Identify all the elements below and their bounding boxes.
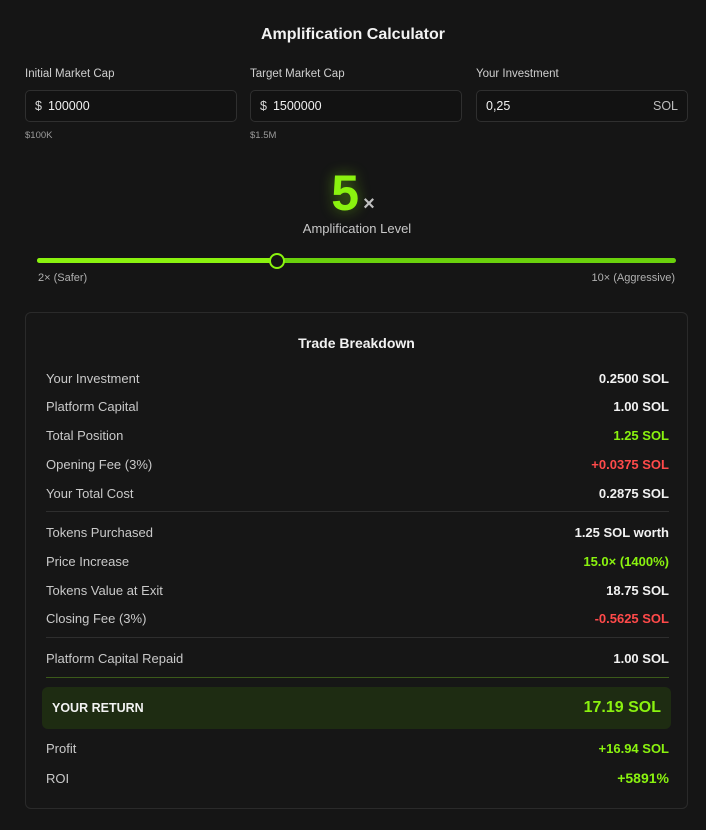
row-value: 18.75 SOL <box>606 582 669 598</box>
sol-suffix: SOL <box>652 99 678 113</box>
your-return-label: YOUR RETURN <box>52 701 144 715</box>
row-label: Price Increase <box>46 553 130 569</box>
row-label: Your Total Cost <box>46 485 134 501</box>
investment-label: Your Investment <box>476 68 559 80</box>
row-value: 1.25 SOL worth <box>574 524 669 540</box>
row-value: 0.2500 SOL <box>598 370 669 386</box>
target-market-cap-value[interactable]: 1500000 <box>272 99 322 113</box>
trade-breakdown-card: Trade Breakdown Your Investment 0.2500 S… <box>25 312 688 809</box>
row-label: Opening Fee (3%) <box>46 456 153 472</box>
trade-breakdown-title: Trade Breakdown <box>298 335 415 351</box>
amplification-display: 5 × <box>0 166 706 222</box>
row-label: Platform Capital <box>46 398 139 414</box>
slider-max-label: 10× (Aggressive) <box>591 272 675 284</box>
slider-min-label: 2× (Safer) <box>38 272 88 284</box>
investment-value[interactable]: 0,25 <box>486 99 511 113</box>
row-label: Tokens Value at Exit <box>46 582 163 598</box>
initial-market-cap-label: Initial Market Cap <box>25 68 115 80</box>
breakdown-row: Platform Capital Repaid 1.00 SOL <box>46 649 669 667</box>
breakdown-row: Your Investment 0.2500 SOL <box>46 369 669 387</box>
amplification-value: 5 <box>331 165 360 221</box>
roi-label: ROI <box>46 770 70 786</box>
breakdown-row: Tokens Value at Exit 18.75 SOL <box>46 581 669 599</box>
row-value: +0.0375 SOL <box>591 456 669 472</box>
roi-row: ROI +5891% <box>46 769 669 787</box>
profit-row: Profit +16.94 SOL <box>46 739 669 757</box>
target-market-cap-input[interactable]: $ 1500000 <box>250 90 462 122</box>
slider-thumb[interactable] <box>268 253 285 269</box>
profit-value: +16.94 SOL <box>598 740 669 756</box>
row-label: Your Investment <box>46 370 140 386</box>
target-market-cap-field: Target Market Cap $ 1500000 $1.5M <box>250 68 462 142</box>
your-return-box: YOUR RETURN 17.19 SOL <box>42 687 671 729</box>
row-value: 1.25 SOL <box>613 427 669 443</box>
target-market-cap-hint: $1.5M <box>250 130 277 141</box>
dollar-prefix: $ <box>260 99 267 113</box>
breakdown-row: Platform Capital 1.00 SOL <box>46 397 669 415</box>
divider <box>46 511 669 512</box>
row-value: 15.0× (1400%) <box>583 553 669 569</box>
row-label: Closing Fee (3%) <box>46 610 147 626</box>
dollar-prefix: $ <box>35 99 42 113</box>
breakdown-row: Tokens Purchased 1.25 SOL worth <box>46 523 669 541</box>
divider <box>46 677 669 678</box>
row-label: Platform Capital Repaid <box>46 650 184 666</box>
breakdown-row: Opening Fee (3%) +0.0375 SOL <box>46 455 669 473</box>
initial-market-cap-hint: $100K <box>25 130 53 141</box>
investment-input[interactable]: 0,25 SOL <box>476 90 688 122</box>
row-value: 1.00 SOL <box>613 398 669 414</box>
multiplier-icon: × <box>363 193 375 215</box>
breakdown-row: Price Increase 15.0× (1400%) <box>46 552 669 570</box>
investment-field: Your Investment 0,25 SOL <box>476 68 688 122</box>
row-label: Total Position <box>46 427 124 443</box>
target-market-cap-label: Target Market Cap <box>250 68 345 80</box>
slider-fill <box>37 258 277 263</box>
amplification-slider[interactable] <box>37 253 676 269</box>
row-label: Tokens Purchased <box>46 524 153 540</box>
amplification-label: Amplification Level <box>302 221 412 236</box>
initial-market-cap-value[interactable]: 100000 <box>47 99 90 113</box>
breakdown-row: Total Position 1.25 SOL <box>46 426 669 444</box>
profit-label: Profit <box>46 740 77 756</box>
breakdown-row: Closing Fee (3%) -0.5625 SOL <box>46 609 669 627</box>
divider <box>46 637 669 638</box>
breakdown-row: Your Total Cost 0.2875 SOL <box>46 484 669 502</box>
row-value: 1.00 SOL <box>613 650 669 666</box>
row-value: -0.5625 SOL <box>594 610 669 626</box>
initial-market-cap-input[interactable]: $ 100000 <box>25 90 237 122</box>
row-value: 0.2875 SOL <box>598 485 669 501</box>
roi-value: +5891% <box>617 770 669 786</box>
your-return-value: 17.19 SOL <box>583 699 661 716</box>
initial-market-cap-field: Initial Market Cap $ 100000 $100K <box>25 68 237 142</box>
page-title: Amplification Calculator <box>260 26 446 43</box>
